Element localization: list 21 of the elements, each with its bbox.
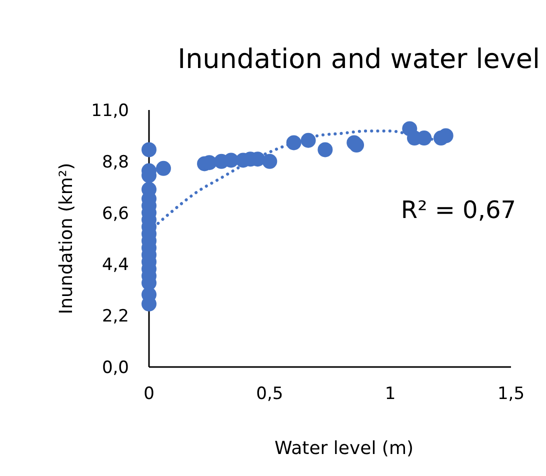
- x-tick-label: 0: [144, 384, 154, 404]
- annotation: R² = 0,67: [400, 196, 516, 224]
- y-tick-label: 6,6: [102, 204, 129, 224]
- y-tick-label: 0,0: [102, 358, 129, 378]
- point: [224, 152, 239, 168]
- y-tick-label: 8,8: [102, 152, 129, 172]
- point: [318, 142, 333, 158]
- point: [300, 132, 316, 148]
- x-tick-label: 0,5: [256, 384, 284, 404]
- chart-title: Inundation and water level: [178, 44, 540, 75]
- point: [262, 154, 278, 169]
- y-axis-title: Inundation (km²): [56, 162, 77, 314]
- y-tick-label: 2,2: [102, 306, 129, 327]
- y-tick-label: 4,4: [102, 255, 129, 276]
- x-axis-title: Water level (m): [274, 438, 414, 459]
- y-tick-label: 11,0: [91, 100, 129, 121]
- x-tick-label: 1,5: [497, 384, 525, 404]
- point: [438, 128, 454, 144]
- x-tick-label: 1: [384, 384, 396, 404]
- point: [156, 160, 171, 176]
- point: [142, 142, 156, 158]
